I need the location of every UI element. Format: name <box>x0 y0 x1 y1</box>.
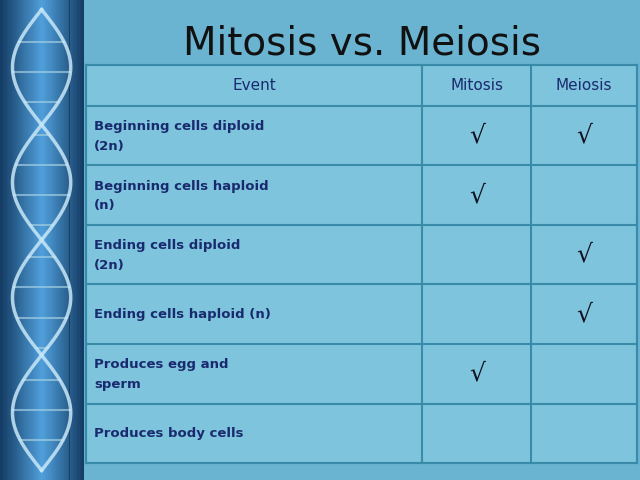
Bar <box>63 0 64 480</box>
Text: Beginning cells haploid: Beginning cells haploid <box>94 180 269 192</box>
Bar <box>64 0 65 480</box>
Text: √: √ <box>469 362 484 386</box>
Bar <box>37 0 38 480</box>
Bar <box>36 0 37 480</box>
Bar <box>0 0 83 480</box>
Bar <box>24 0 25 480</box>
Bar <box>67 0 68 480</box>
Bar <box>56 0 57 480</box>
Bar <box>65 0 67 480</box>
Bar <box>82 0 83 480</box>
Bar <box>45 0 46 480</box>
Bar <box>33 0 34 480</box>
Bar <box>57 0 58 480</box>
Bar <box>23 0 24 480</box>
Bar <box>35 0 36 480</box>
Bar <box>86 65 637 463</box>
Bar <box>51 0 52 480</box>
Bar <box>72 0 73 480</box>
Bar <box>73 0 74 480</box>
Bar <box>34 0 35 480</box>
Text: Mitosis vs. Meiosis: Mitosis vs. Meiosis <box>182 24 541 62</box>
Bar <box>0 0 1 480</box>
Bar <box>70 0 72 480</box>
Bar <box>21 0 22 480</box>
Bar <box>39 0 40 480</box>
Text: Meiosis: Meiosis <box>556 78 612 93</box>
Bar <box>6 0 7 480</box>
Bar <box>4 0 5 480</box>
Text: Ending cells diploid: Ending cells diploid <box>94 239 241 252</box>
Bar <box>47 0 49 480</box>
Bar <box>44 0 45 480</box>
Bar <box>81 0 82 480</box>
Bar <box>17 0 18 480</box>
Bar <box>1 0 2 480</box>
Bar <box>52 0 54 480</box>
Text: Mitosis: Mitosis <box>451 78 503 93</box>
Bar <box>60 0 61 480</box>
Bar <box>8 0 10 480</box>
Bar <box>16 0 17 480</box>
Text: (2n): (2n) <box>94 140 125 153</box>
Text: Event: Event <box>232 78 276 93</box>
Bar <box>43 0 44 480</box>
Bar <box>68 0 70 480</box>
Bar <box>25 0 26 480</box>
Text: Ending cells haploid (n): Ending cells haploid (n) <box>94 308 271 321</box>
Text: √: √ <box>469 183 484 207</box>
Text: (n): (n) <box>94 199 116 212</box>
Bar <box>38 0 39 480</box>
Text: √: √ <box>576 123 592 147</box>
Bar <box>80 0 81 480</box>
Bar <box>46 0 47 480</box>
Bar <box>49 0 51 480</box>
Bar <box>22 0 23 480</box>
Bar <box>28 0 29 480</box>
Text: √: √ <box>576 302 592 326</box>
Bar <box>3 0 4 480</box>
Bar <box>15 0 16 480</box>
Bar <box>40 0 41 480</box>
Bar <box>83 0 84 480</box>
Bar <box>10 0 12 480</box>
Bar <box>18 0 19 480</box>
Text: sperm: sperm <box>94 378 141 391</box>
Bar <box>58 0 59 480</box>
Text: √: √ <box>469 123 484 147</box>
Bar <box>77 0 78 480</box>
Bar <box>79 0 80 480</box>
Bar <box>59 0 60 480</box>
Text: Produces egg and: Produces egg and <box>94 359 228 372</box>
Bar <box>12 0 13 480</box>
Bar <box>54 0 55 480</box>
Bar <box>61 0 62 480</box>
Bar <box>5 0 6 480</box>
Bar <box>41 0 42 480</box>
Bar <box>20 0 21 480</box>
Bar <box>74 0 75 480</box>
Bar <box>76 0 77 480</box>
Bar <box>78 0 79 480</box>
Text: Produces body cells: Produces body cells <box>94 427 244 440</box>
Bar <box>55 0 56 480</box>
Bar <box>31 0 33 480</box>
Bar <box>13 0 15 480</box>
Bar <box>26 0 28 480</box>
Text: Beginning cells diploid: Beginning cells diploid <box>94 120 264 133</box>
Bar <box>29 0 31 480</box>
Bar <box>75 0 76 480</box>
Bar <box>19 0 20 480</box>
Text: (2n): (2n) <box>94 259 125 272</box>
Bar <box>62 0 63 480</box>
Bar <box>2 0 3 480</box>
Text: √: √ <box>576 242 592 266</box>
Bar <box>42 0 43 480</box>
